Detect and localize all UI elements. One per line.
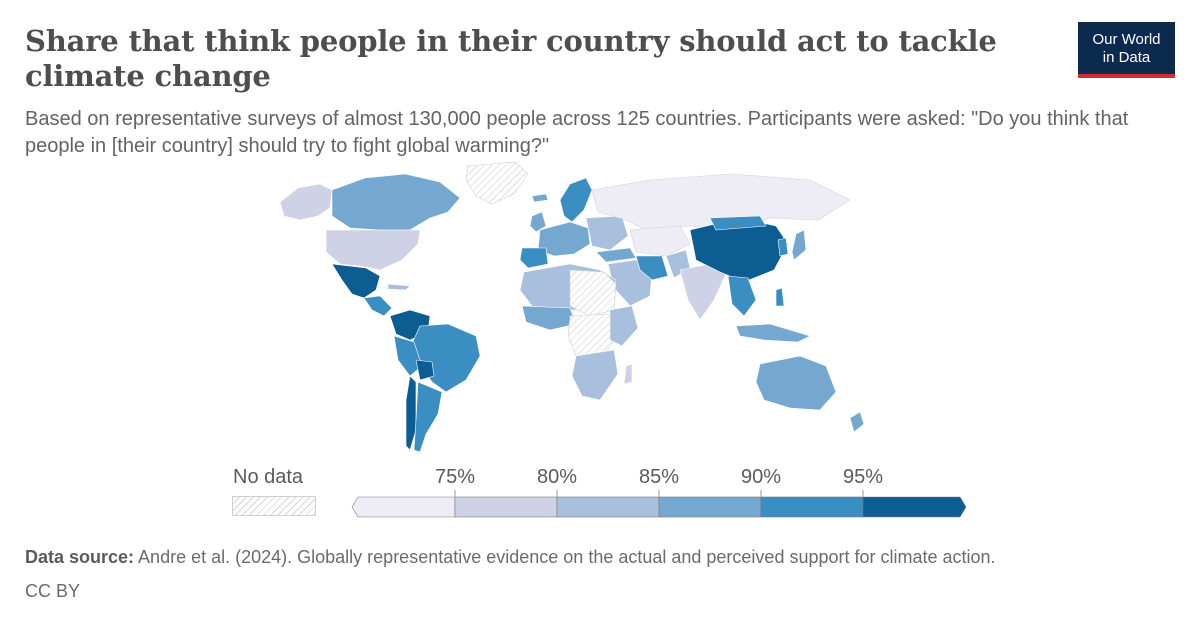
owid-logo[interactable]: Our World in Data: [1078, 22, 1175, 78]
region-indonesia[interactable]: [735, 323, 811, 343]
world-map[interactable]: [270, 160, 910, 460]
legend-bin-3: [658, 496, 762, 518]
region-philippines[interactable]: [775, 287, 785, 307]
region-iberia[interactable]: [519, 247, 549, 269]
no-data-label: No data: [233, 466, 304, 488]
region-india[interactable]: [679, 263, 727, 321]
region-alaska[interactable]: [279, 183, 333, 221]
region-usa[interactable]: [325, 229, 421, 271]
region-bolivia[interactable]: [415, 359, 435, 381]
region-southern-africa[interactable]: [571, 349, 619, 401]
region-uk[interactable]: [529, 211, 547, 233]
region-central-asia[interactable]: [629, 225, 691, 257]
region-turkey[interactable]: [595, 247, 637, 263]
chart-subtitle: Based on representative surveys of almos…: [25, 108, 1129, 157]
region-central-america[interactable]: [363, 295, 393, 317]
legend-tick-75: 75%: [434, 466, 476, 488]
region-korea[interactable]: [777, 237, 789, 257]
region-peru[interactable]: [393, 335, 423, 377]
legend-tick-90: 90%: [740, 466, 782, 488]
region-japan[interactable]: [791, 229, 807, 261]
region-madagascar[interactable]: [623, 363, 633, 385]
legend-bin-1: [454, 496, 558, 518]
legend-tick-95: 95%: [842, 466, 884, 488]
region-iran[interactable]: [635, 255, 669, 281]
region-new-zealand[interactable]: [849, 411, 865, 433]
region-greenland[interactable]: [465, 161, 529, 205]
logo-accent-bar: [1078, 74, 1175, 78]
region-russia[interactable]: [591, 173, 851, 233]
legend-bin-4: [760, 496, 864, 518]
region-australia[interactable]: [755, 355, 837, 411]
region-west-africa[interactable]: [521, 305, 577, 331]
region-scandinavia[interactable]: [559, 177, 593, 223]
region-sahel-nodata[interactable]: [569, 269, 617, 317]
logo-line-1: Our World: [1092, 31, 1161, 48]
region-iceland[interactable]: [531, 193, 549, 203]
legend-tick-80: 80%: [536, 466, 578, 488]
data-source: Data source: Andre et al. (2024). Global…: [25, 547, 996, 568]
logo-line-2: in Data: [1102, 49, 1151, 66]
region-eastern-europe[interactable]: [585, 215, 629, 251]
region-chile[interactable]: [405, 375, 417, 451]
no-data-swatch: [232, 496, 316, 516]
region-east-africa[interactable]: [609, 305, 639, 347]
region-caribbean[interactable]: [387, 283, 411, 291]
region-brazil[interactable]: [409, 323, 481, 393]
license[interactable]: CC BY: [25, 581, 81, 601]
data-source-label: Data source:: [25, 547, 135, 567]
legend-bin-0: [351, 496, 456, 518]
legend-bin-5: [862, 496, 967, 518]
region-mongolia[interactable]: [709, 215, 767, 231]
legend-bin-2: [556, 496, 660, 518]
legend-tick-85: 85%: [638, 466, 680, 488]
region-southeast-asia[interactable]: [727, 275, 757, 317]
region-argentina[interactable]: [413, 381, 443, 453]
chart-title: Share that think people in their country…: [25, 24, 997, 93]
region-canada[interactable]: [331, 173, 461, 231]
region-mexico[interactable]: [331, 263, 381, 299]
data-source-text[interactable]: Andre et al. (2024). Globally representa…: [134, 547, 996, 567]
